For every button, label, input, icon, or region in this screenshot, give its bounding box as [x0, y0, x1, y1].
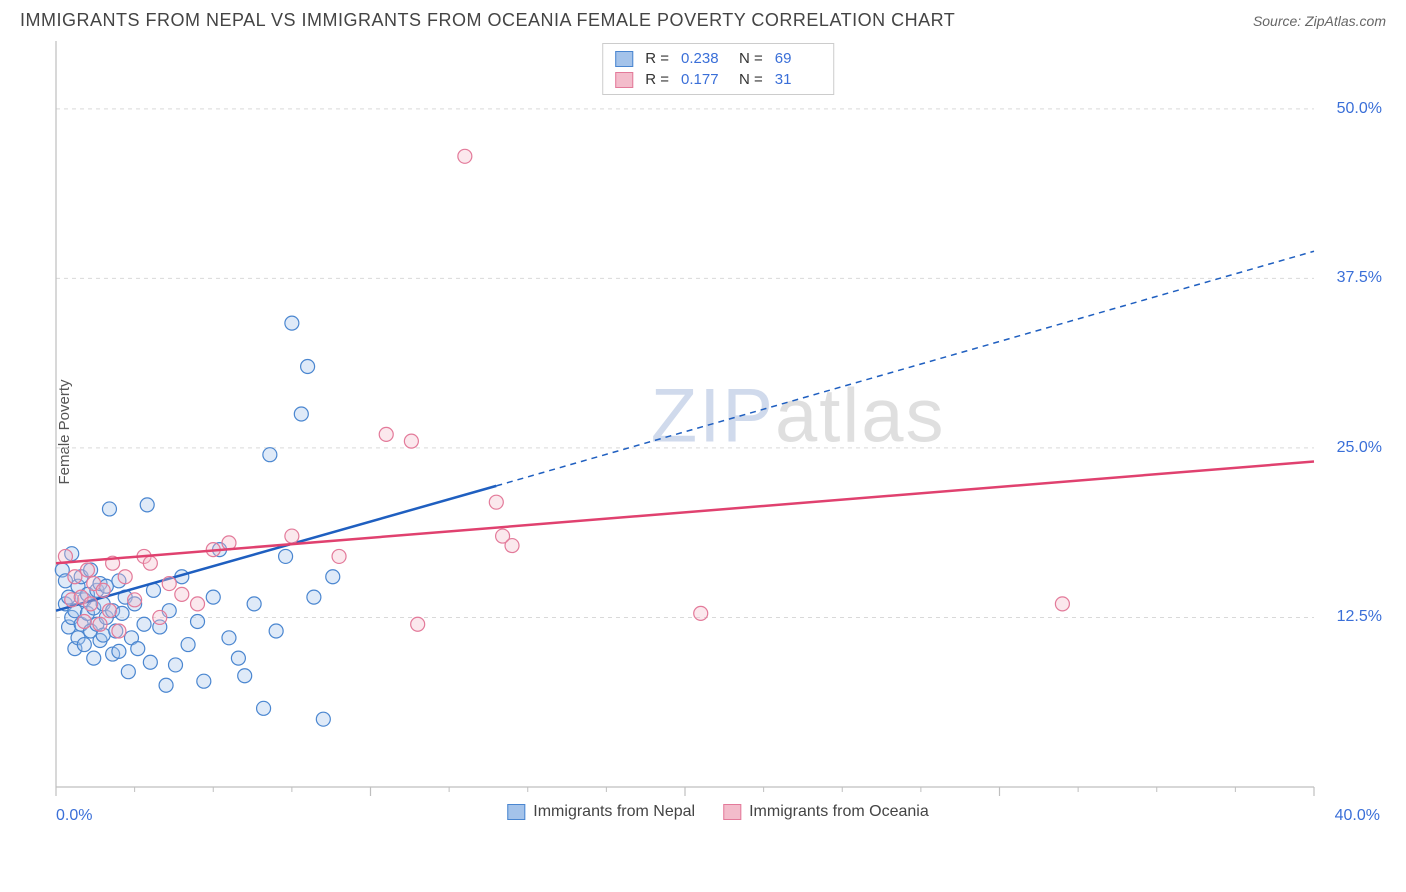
legend-series-item: Immigrants from Nepal	[507, 803, 695, 821]
legend-n-value: 31	[775, 71, 821, 88]
source-label: Source: ZipAtlas.com	[1253, 13, 1386, 29]
scatter-plot-svg	[50, 37, 1386, 827]
legend-series-item: Immigrants from Oceania	[723, 803, 929, 821]
page-title: IMMIGRANTS FROM NEPAL VS IMMIGRANTS FROM…	[20, 10, 955, 31]
legend-bottom: 0.0% Immigrants from Nepal Immigrants fro…	[50, 797, 1386, 827]
legend-swatch	[507, 804, 525, 820]
legend-swatch	[615, 72, 633, 88]
legend-n-label: N =	[739, 71, 763, 88]
legend-r-label: R =	[645, 50, 669, 67]
y-tick-label: 37.5%	[1322, 269, 1382, 287]
y-tick-label: 25.0%	[1322, 439, 1382, 457]
legend-n-label: N =	[739, 50, 763, 67]
legend-swatch	[723, 804, 741, 820]
y-tick-label: 50.0%	[1322, 100, 1382, 118]
legend-n-value: 69	[775, 50, 821, 67]
legend-r-value: 0.238	[681, 50, 727, 67]
legend-stats-row: R = 0.177 N = 31	[615, 69, 821, 90]
legend-r-label: R =	[645, 71, 669, 88]
legend-swatch	[615, 51, 633, 67]
legend-series-label: Immigrants from Oceania	[749, 803, 929, 821]
chart-area: Female Poverty ZIPatlas R =0.238N =69R =…	[50, 37, 1386, 827]
legend-stats: R = 0.238 N = 69 R = 0.177 N = 31	[602, 43, 834, 95]
y-tick-label: 12.5%	[1322, 608, 1382, 626]
x-axis-min-label: 0.0%	[56, 807, 92, 825]
x-axis-max-label: 40.0%	[1335, 807, 1380, 825]
legend-stats-row: R = 0.238 N = 69	[615, 48, 821, 69]
legend-series-label: Immigrants from Nepal	[533, 803, 695, 821]
legend-r-value: 0.177	[681, 71, 727, 88]
